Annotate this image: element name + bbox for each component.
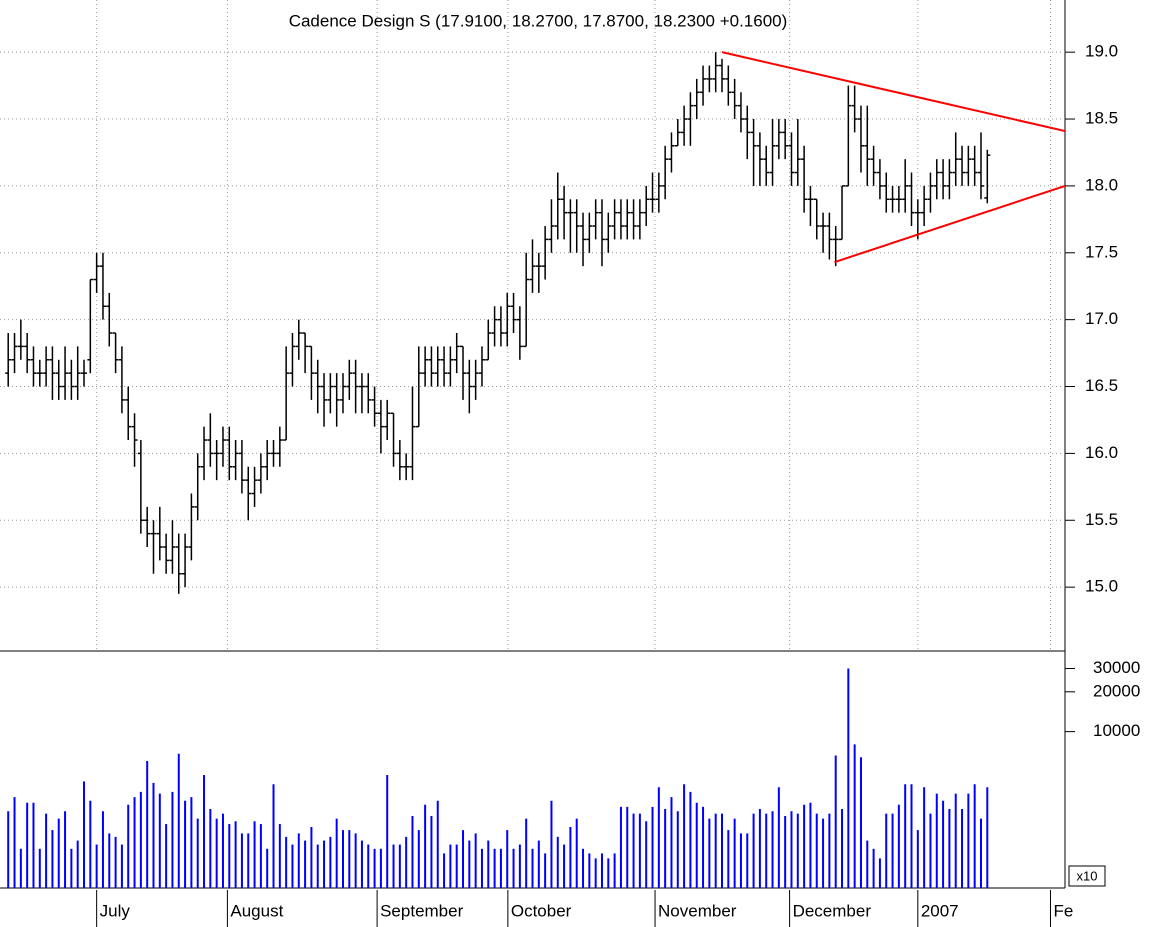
y-tick-label: 16.5 [1085, 376, 1118, 395]
x-tick-label: October [511, 901, 572, 920]
y-tick-label: 10000 [1093, 721, 1140, 740]
y-tick-label: 18.0 [1085, 175, 1118, 194]
annotation-box [1068, 865, 1106, 887]
trendline [721, 51, 1066, 133]
y-tick-label: 19.0 [1085, 42, 1118, 61]
y-tick-label: 15.5 [1085, 510, 1118, 529]
x-tick-label: 2007 [921, 901, 959, 920]
y-tick-label: 17.5 [1085, 242, 1118, 261]
chart-title: Cadence Design S (17.9100, 18.2700, 17.8… [289, 11, 788, 30]
y-tick-label: 17.0 [1085, 309, 1118, 328]
volume-annotation: x10 [1077, 868, 1098, 883]
x-tick-label: November [658, 901, 737, 920]
x-tick-label: August [230, 901, 283, 920]
y-tick-label: 20000 [1093, 681, 1140, 700]
x-tick-label: September [380, 901, 463, 920]
x-tick-label: Fe [1053, 901, 1073, 920]
y-tick-label: 30000 [1093, 658, 1140, 677]
trendline [834, 184, 1066, 264]
x-tick-label: July [100, 901, 131, 920]
y-tick-label: 18.5 [1085, 109, 1118, 128]
y-tick-label: 16.0 [1085, 443, 1118, 462]
y-tick-label: 15.0 [1085, 577, 1118, 596]
x-tick-label: December [793, 901, 872, 920]
